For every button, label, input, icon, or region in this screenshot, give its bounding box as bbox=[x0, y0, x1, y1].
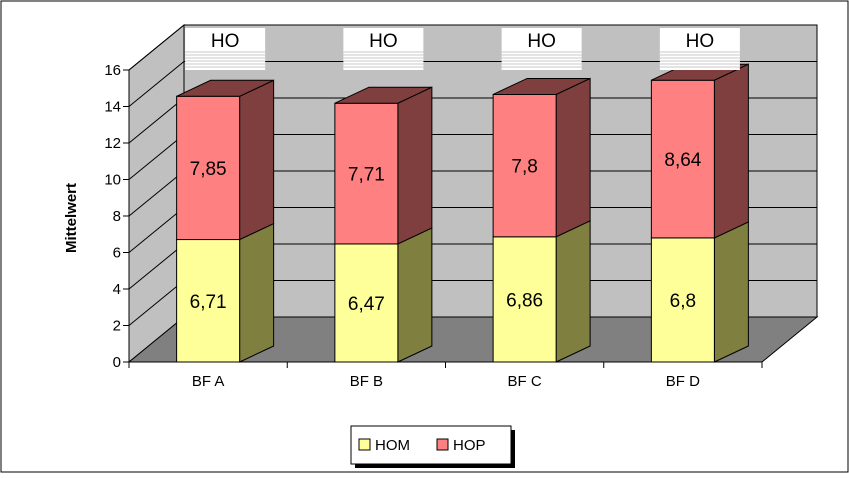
bar-top-face bbox=[334, 86, 433, 104]
legend-swatch-hom bbox=[358, 438, 371, 451]
top-label-box bbox=[343, 28, 424, 70]
y-tick-label: 4 bbox=[113, 281, 121, 298]
bar-hom bbox=[650, 237, 715, 363]
y-tick-label: 8 bbox=[113, 208, 121, 225]
bar-side-hop bbox=[239, 79, 275, 241]
y-tick-label: 6 bbox=[113, 245, 121, 262]
y-tick-label: 16 bbox=[104, 62, 121, 79]
bar-side-hom bbox=[555, 220, 591, 363]
bar-side-hom bbox=[713, 221, 749, 363]
gridline bbox=[128, 24, 817, 71]
top-label: HO bbox=[686, 31, 715, 52]
bar-hop bbox=[492, 93, 557, 238]
top-label: HO bbox=[369, 31, 398, 52]
bar-hom bbox=[334, 243, 399, 363]
x-tick-label: BF B bbox=[350, 373, 383, 390]
data-label: 8,64 bbox=[664, 150, 701, 171]
bar-side-hom bbox=[239, 222, 275, 363]
data-label: 6,8 bbox=[670, 291, 696, 312]
top-label-box bbox=[501, 28, 582, 70]
data-label: 7,71 bbox=[348, 165, 385, 186]
data-label: 6,47 bbox=[348, 294, 385, 315]
bar-hop bbox=[334, 102, 399, 245]
data-label: 6,86 bbox=[506, 290, 543, 311]
bar-side-hop bbox=[397, 86, 433, 245]
data-label: 6,71 bbox=[190, 292, 227, 313]
x-tick-label: BF D bbox=[666, 373, 700, 390]
legend-label: HOP bbox=[453, 437, 486, 454]
bar-top-face bbox=[492, 77, 591, 95]
bar-hom bbox=[176, 239, 241, 363]
gridline bbox=[128, 61, 817, 107]
y-axis-title: Mittelwert bbox=[63, 183, 80, 253]
y-tick-label: 10 bbox=[104, 172, 121, 189]
legend-label: HOM bbox=[375, 437, 410, 454]
bar-hop bbox=[176, 95, 241, 241]
bar-side-hom bbox=[397, 227, 433, 363]
bar-hom bbox=[492, 236, 557, 363]
bar-side-hop bbox=[555, 77, 591, 238]
top-label-box bbox=[659, 28, 740, 70]
y-tick-label: 0 bbox=[113, 354, 121, 371]
top-label-box bbox=[185, 28, 266, 70]
x-tick-label: BF A bbox=[192, 373, 225, 390]
top-label: HO bbox=[527, 31, 556, 52]
bar-top-face bbox=[176, 79, 274, 97]
y-tick-label: 12 bbox=[104, 135, 121, 152]
top-label: HO bbox=[211, 31, 240, 52]
x-tick-label: BF C bbox=[508, 373, 542, 390]
data-label: 7,85 bbox=[190, 159, 227, 180]
bar-side-hop bbox=[713, 63, 749, 239]
y-tick-label: 2 bbox=[113, 318, 121, 335]
y-tick-label: 14 bbox=[104, 99, 121, 116]
bar-hop bbox=[650, 79, 715, 239]
legend-swatch-hop bbox=[436, 438, 449, 451]
legend bbox=[350, 425, 512, 465]
data-label: 7,8 bbox=[511, 157, 537, 178]
